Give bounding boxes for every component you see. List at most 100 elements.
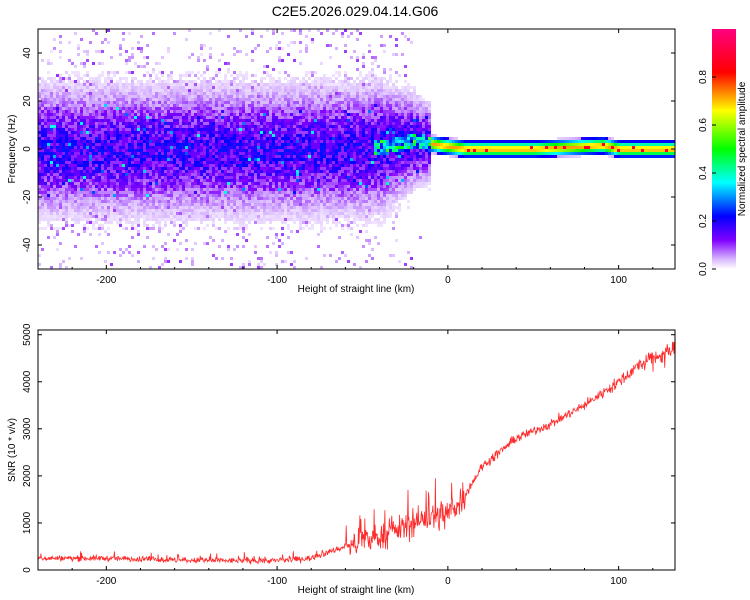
- heatmap-cell: [281, 152, 284, 155]
- heatmap-cell: [284, 221, 287, 224]
- heatmap-cell: [167, 170, 170, 173]
- heatmap-cell: [56, 206, 59, 209]
- heatmap-cell: [269, 203, 272, 206]
- heatmap-cell: [38, 113, 41, 116]
- heatmap-cell: [143, 197, 146, 200]
- heatmap-cell: [56, 83, 59, 86]
- heatmap-cell: [272, 110, 275, 113]
- heatmap-cell: [104, 191, 107, 194]
- heatmap-cell: [68, 116, 71, 119]
- heatmap-cell: [164, 152, 167, 155]
- heatmap-cell: [185, 248, 188, 251]
- heatmap-cell: [86, 161, 89, 164]
- heatmap-cell: [209, 47, 212, 50]
- heatmap-cell: [95, 212, 98, 215]
- heatmap-cell: [74, 131, 77, 134]
- heatmap-cell: [266, 203, 269, 206]
- heatmap-cell: [314, 116, 317, 119]
- heatmap-cell: [119, 128, 122, 131]
- heatmap-cell: [116, 221, 119, 224]
- heatmap-cell: [215, 200, 218, 203]
- heatmap-cell: [242, 227, 245, 230]
- heatmap-cell: [38, 203, 41, 206]
- heatmap-cell: [293, 218, 296, 221]
- heatmap-cell: [227, 95, 230, 98]
- heatmap-cell: [293, 146, 296, 149]
- heatmap-cell: [242, 176, 245, 179]
- heatmap-cell: [254, 131, 257, 134]
- heatmap-cell: [47, 209, 50, 212]
- heatmap-cell: [143, 179, 146, 182]
- heatmap-cell: [38, 83, 41, 86]
- heatmap-cell: [116, 107, 119, 110]
- heatmap-cell: [170, 113, 173, 116]
- heatmap-cell: [227, 209, 230, 212]
- heatmap-cell: [254, 152, 257, 155]
- heatmap-cell: [263, 77, 266, 80]
- heatmap-cell: [239, 116, 242, 119]
- heatmap-cell: [86, 182, 89, 185]
- heatmap-cell: [131, 221, 134, 224]
- heatmap-cell: [239, 191, 242, 194]
- heatmap-cell: [230, 74, 233, 77]
- heatmap-cell: [44, 131, 47, 134]
- heatmap-cell: [248, 218, 251, 221]
- heatmap-cell: [212, 122, 215, 125]
- heatmap-cell: [119, 194, 122, 197]
- heatmap-cell: [155, 98, 158, 101]
- heatmap-cell: [173, 200, 176, 203]
- heatmap-cell: [110, 194, 113, 197]
- heatmap-cell: [59, 35, 62, 38]
- heatmap-cell: [281, 167, 284, 170]
- heatmap-cell: [260, 137, 263, 140]
- heatmap-cell: [314, 83, 317, 86]
- heatmap-cell: [71, 188, 74, 191]
- heatmap-cell: [203, 149, 206, 152]
- heatmap-cell: [191, 176, 194, 179]
- heatmap-cell: [164, 92, 167, 95]
- heatmap-cell: [134, 98, 137, 101]
- heatmap-cell: [47, 161, 50, 164]
- heatmap-cell: [284, 194, 287, 197]
- heatmap-cell: [143, 131, 146, 134]
- heatmap-cell: [254, 92, 257, 95]
- heatmap-cell: [305, 173, 308, 176]
- heatmap-cell: [254, 101, 257, 104]
- heatmap-cell: [248, 221, 251, 224]
- heatmap-cell: [143, 56, 146, 59]
- heatmap-cell: [107, 113, 110, 116]
- heatmap-cell: [83, 86, 86, 89]
- heatmap-cell: [125, 173, 128, 176]
- heatmap-cell: [287, 125, 290, 128]
- heatmap-cell: [149, 170, 152, 173]
- heatmap-cell: [248, 107, 251, 110]
- heatmap-cell: [317, 233, 320, 236]
- heatmap-cell: [230, 185, 233, 188]
- heatmap-cell: [317, 146, 320, 149]
- heatmap-cell: [248, 182, 251, 185]
- heatmap-cell: [161, 56, 164, 59]
- heatmap-cell: [104, 89, 107, 92]
- heatmap-cell: [83, 188, 86, 191]
- heatmap-cell: [128, 89, 131, 92]
- heatmap-cell: [311, 179, 314, 182]
- heatmap-cell: [95, 107, 98, 110]
- heatmap-cell: [134, 107, 137, 110]
- heatmap-cell: [44, 101, 47, 104]
- heatmap-cell: [320, 209, 323, 212]
- heatmap-cell: [155, 62, 158, 65]
- heatmap-cell: [122, 152, 125, 155]
- heatmap-cell: [218, 122, 221, 125]
- heatmap-cell: [191, 116, 194, 119]
- heatmap-cell: [137, 167, 140, 170]
- heatmap-cell: [230, 206, 233, 209]
- heatmap-cell: [74, 101, 77, 104]
- heatmap-cell: [293, 134, 296, 137]
- heatmap-cell: [320, 191, 323, 194]
- heatmap-cell: [272, 176, 275, 179]
- heatmap-cell: [101, 116, 104, 119]
- heatmap-cell: [128, 32, 131, 35]
- heatmap-cell: [308, 92, 311, 95]
- heatmap-cell: [254, 164, 257, 167]
- heatmap-cell: [221, 110, 224, 113]
